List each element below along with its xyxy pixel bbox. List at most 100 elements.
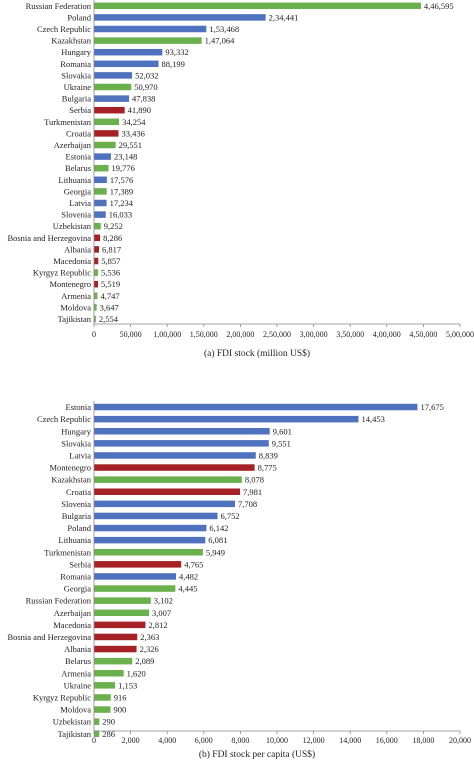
bar-0-3 xyxy=(94,37,202,44)
category-label: Russian Federation xyxy=(26,1,92,11)
value-label: 6,752 xyxy=(221,511,240,521)
category-label: Czech Republic xyxy=(37,24,91,34)
value-label: 2,326 xyxy=(140,644,159,654)
category-label: Croatia xyxy=(66,487,91,497)
category-label: Hungary xyxy=(61,47,91,57)
value-label: 19,776 xyxy=(111,163,134,173)
bar-1-25 xyxy=(94,706,111,713)
category-label: Czech Republic xyxy=(37,414,91,424)
category-label: Lithuania xyxy=(58,535,91,545)
category-label: Bulgaria xyxy=(62,94,91,104)
x-tick-label: 5,00,000 xyxy=(446,330,474,339)
value-label: 41,890 xyxy=(128,105,151,115)
category-label: Bosnia and Herzegovina xyxy=(7,233,91,243)
bar-0-25 xyxy=(94,292,98,300)
bar-0-15 xyxy=(94,176,107,184)
bar-0-21 xyxy=(94,246,99,253)
value-label: 4,445 xyxy=(178,584,197,594)
value-label: 1,620 xyxy=(127,668,146,678)
value-label: 8,078 xyxy=(245,475,264,485)
category-label: Latvia xyxy=(69,198,91,208)
x-tick-label: 1,50,000 xyxy=(190,330,218,339)
value-label: 34,254 xyxy=(122,117,146,127)
category-label: Bosnia and Herzegovina xyxy=(7,632,91,642)
value-label: 17,675 xyxy=(420,402,443,412)
category-label: Albania xyxy=(64,244,91,254)
value-label: 17,389 xyxy=(110,186,133,196)
category-label: Ukraine xyxy=(64,82,92,92)
value-label: 52,032 xyxy=(135,70,158,80)
category-label: Slovakia xyxy=(61,438,91,448)
category-label: Estonia xyxy=(66,402,92,412)
value-label: 8,286 xyxy=(103,233,122,243)
value-label: 9,601 xyxy=(273,426,292,436)
bar-1-5 xyxy=(94,464,255,471)
x-tick-label: 10,000 xyxy=(266,736,288,745)
category-label: Armenia xyxy=(61,668,91,678)
category-label: Turkmenistan xyxy=(44,117,92,127)
value-label: 5,519 xyxy=(101,279,120,289)
bar-0-2 xyxy=(94,25,207,33)
bar-1-2 xyxy=(94,428,270,435)
bar-0-9 xyxy=(94,106,125,114)
bar-1-0 xyxy=(94,403,418,411)
category-label: Latvia xyxy=(69,450,91,460)
x-tick-label: 0 xyxy=(92,330,96,339)
x-tick-label: 2,50,000 xyxy=(263,330,291,339)
value-label: 50,970 xyxy=(134,82,157,92)
value-label: 916 xyxy=(114,692,127,702)
value-label: 6,817 xyxy=(102,244,121,254)
category-label: Macedonia xyxy=(53,256,91,266)
bar-0-8 xyxy=(94,95,130,102)
category-label: Belarus xyxy=(65,656,91,666)
category-label: Lithuania xyxy=(58,175,91,185)
value-label: 16,033 xyxy=(109,210,132,220)
x-tick-label: 2,000 xyxy=(122,736,140,745)
bar-1-10 xyxy=(94,524,207,532)
value-label: 9,252 xyxy=(104,221,123,231)
category-label: Serbia xyxy=(69,559,91,569)
x-tick-label: 4,50,000 xyxy=(409,330,437,339)
bar-1-7 xyxy=(94,488,241,495)
value-label: 29,551 xyxy=(119,140,142,150)
bar-0-4 xyxy=(94,48,163,56)
bar-0-1 xyxy=(94,14,266,21)
x-tick-label: 18,000 xyxy=(412,736,434,745)
category-label: Turkmenistan xyxy=(44,547,92,557)
bar-1-21 xyxy=(94,657,133,665)
bar-1-4 xyxy=(94,452,256,459)
value-label: 900 xyxy=(113,705,126,715)
category-label: Montenegro xyxy=(49,279,91,289)
value-label: 8,775 xyxy=(258,463,277,473)
bar-0-13 xyxy=(94,153,111,160)
value-label: 9,551 xyxy=(272,438,291,448)
category-label: Macedonia xyxy=(53,620,91,630)
value-label: 290 xyxy=(102,717,115,727)
category-label: Kyrgyz Republic xyxy=(33,268,91,278)
bar-1-9 xyxy=(94,512,218,520)
value-label: 3,007 xyxy=(152,608,171,618)
category-label: Moldova xyxy=(60,302,91,312)
bar-1-18 xyxy=(94,621,146,629)
value-label: 1,47,064 xyxy=(205,36,236,46)
value-label: 6,081 xyxy=(208,535,227,545)
category-label: Slovakia xyxy=(61,70,91,80)
x-tick-label: 20,000 xyxy=(449,736,471,745)
x-tick-label: 6,000 xyxy=(195,736,213,745)
category-label: Ukraine xyxy=(64,680,92,690)
bar-0-6 xyxy=(94,72,133,79)
category-label: Bulgaria xyxy=(62,511,91,521)
category-label: Poland xyxy=(67,523,91,533)
bar-1-23 xyxy=(94,682,116,689)
bar-0-20 xyxy=(94,234,101,242)
bar-1-17 xyxy=(94,609,150,616)
value-label: 4,765 xyxy=(184,559,203,569)
chart-title: (a) FDI stock (million US$) xyxy=(204,348,310,359)
value-label: 4,747 xyxy=(100,291,119,301)
bar-0-18 xyxy=(94,211,106,218)
bar-1-11 xyxy=(94,536,206,544)
bar-0-26 xyxy=(94,304,97,311)
bar-0-14 xyxy=(94,164,109,172)
category-label: Georgia xyxy=(64,584,91,594)
